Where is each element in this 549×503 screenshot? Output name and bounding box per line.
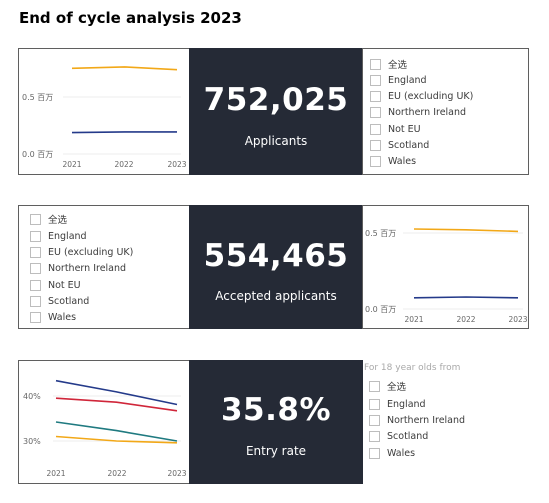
y-tick-label: 30% <box>23 437 41 446</box>
slicer-item-scotland[interactable]: Scotland <box>370 137 429 153</box>
slicer-item-not-eu[interactable]: Not EU <box>30 277 81 293</box>
slicer-item-scotland[interactable]: Scotland <box>30 293 89 309</box>
applicants-kpi-value: 752,025 <box>203 82 349 118</box>
slicer-item-northern-ireland[interactable]: Northern Ireland <box>30 260 126 276</box>
y-tick-label: 0.5 百万 <box>22 93 53 102</box>
slicer-item-eu[interactable]: EU (excluding UK) <box>370 88 473 104</box>
x-tick-label: 2023 <box>167 160 186 169</box>
y-tick-label: 40% <box>23 392 41 401</box>
applicants-slicer-panel: 全选 England EU (excluding UK) Northern Ir… <box>362 48 529 175</box>
checkbox-icon <box>30 311 41 323</box>
checkbox-icon <box>370 155 381 167</box>
y-tick-label: 0.0 百万 <box>22 150 53 159</box>
checkbox-icon <box>370 90 381 102</box>
x-tick-label: 2021 <box>62 160 81 169</box>
entry-rate-kpi-label: Entry rate <box>245 444 307 458</box>
checkbox-icon <box>370 139 381 151</box>
slicer-item-wales[interactable]: Wales <box>30 309 76 325</box>
entry-rate-slicer-panel: For 18 year olds from 全选 England Norther… <box>362 360 529 484</box>
slicer-item-select-all[interactable]: 全选 <box>370 56 407 72</box>
x-tick-label: 2022 <box>114 160 133 169</box>
accepted-kpi-card: 554,465 Accepted applicants <box>189 205 363 329</box>
checkbox-icon <box>370 106 381 118</box>
checkbox-icon <box>30 279 41 291</box>
checkbox-icon <box>369 430 380 442</box>
checkbox-icon <box>30 246 41 258</box>
slicer-item-wales[interactable]: Wales <box>369 445 415 461</box>
x-tick-label: 2021 <box>404 315 423 324</box>
x-tick-label: 2022 <box>107 469 126 478</box>
accepted-kpi-label: Accepted applicants <box>215 289 337 303</box>
accepted-chart-panel: 0.5 百万 0.0 百万 2021 2022 2023 <box>362 205 529 329</box>
series-line-1 <box>55 379 178 406</box>
applicants-line-chart: 0.5 百万 0.0 百万 2021 2022 2023 <box>22 66 187 169</box>
entry-rate-kpi-card: 35.8% Entry rate <box>189 360 363 484</box>
slicer-item-not-eu[interactable]: Not EU <box>370 121 421 137</box>
slicer-item-northern-ireland[interactable]: Northern Ireland <box>370 104 466 120</box>
applicants-chart-panel: 0.5 百万 0.0 百万 2021 2022 2023 <box>18 48 190 175</box>
slicer-item-eu[interactable]: EU (excluding UK) <box>30 244 133 260</box>
checkbox-icon <box>30 262 41 274</box>
series-line-3 <box>55 421 178 442</box>
checkbox-icon <box>370 58 381 70</box>
page-title: End of cycle analysis 2023 <box>19 9 242 27</box>
series-line-2 <box>55 397 178 412</box>
slicer-item-scotland[interactable]: Scotland <box>369 428 428 444</box>
slicer-item-wales[interactable]: Wales <box>370 153 416 169</box>
checkbox-icon <box>369 398 380 410</box>
series-line-2 <box>413 296 519 299</box>
entry-rate-kpi-value: 35.8% <box>220 392 332 428</box>
slicer-header: For 18 year olds from <box>364 363 461 373</box>
applicants-kpi-label: Applicants <box>244 134 308 148</box>
accepted-line-chart: 0.5 百万 0.0 百万 2021 2022 2023 <box>365 228 528 324</box>
slicer-item-england[interactable]: England <box>30 228 87 244</box>
slicer-item-england[interactable]: England <box>369 396 426 412</box>
y-tick-label: 0.0 百万 <box>365 305 396 314</box>
checkbox-icon <box>30 230 41 242</box>
accepted-slicer-panel: 全选 England EU (excluding UK) Northern Ir… <box>18 205 190 329</box>
x-tick-label: 2023 <box>508 315 527 324</box>
x-tick-label: 2023 <box>167 469 186 478</box>
checkbox-icon <box>369 380 380 392</box>
checkbox-icon <box>30 213 41 225</box>
entry-rate-chart-panel: 40% 30% 2021 2022 2023 <box>18 360 190 484</box>
series-line-1 <box>413 228 519 233</box>
x-tick-label: 2022 <box>456 315 475 324</box>
entry-rate-line-chart: 40% 30% 2021 2022 2023 <box>23 379 187 478</box>
x-tick-label: 2021 <box>46 469 65 478</box>
y-tick-label: 0.5 百万 <box>365 229 396 238</box>
checkbox-icon <box>30 295 41 307</box>
checkbox-icon <box>370 123 381 135</box>
slicer-item-northern-ireland[interactable]: Northern Ireland <box>369 412 465 428</box>
checkbox-icon <box>369 447 380 459</box>
applicants-kpi-card: 752,025 Applicants <box>189 48 363 175</box>
series-line-4 <box>55 435 178 444</box>
series-line-1 <box>71 66 178 71</box>
slicer-item-select-all[interactable]: 全选 <box>30 211 67 227</box>
checkbox-icon <box>370 74 381 86</box>
slicer-item-select-all[interactable]: 全选 <box>369 378 406 394</box>
slicer-item-england[interactable]: England <box>370 72 427 88</box>
checkbox-icon <box>369 414 380 426</box>
series-line-2 <box>71 131 177 134</box>
accepted-kpi-value: 554,465 <box>203 238 349 274</box>
